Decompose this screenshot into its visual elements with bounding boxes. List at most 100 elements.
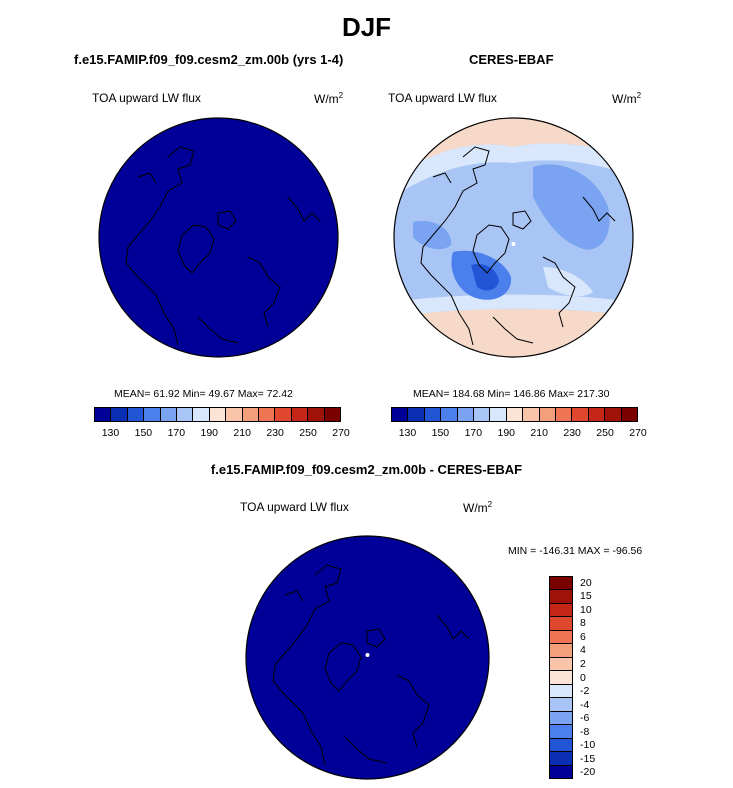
diff-colorbar-swatch [550,671,572,685]
diff-colorbar-tick-label: 8 [580,617,586,630]
obs-colorbar-swatch [441,408,458,421]
obs-colorbar-tick-label: 170 [464,427,483,439]
diff-colorbar-tick-label: 10 [580,603,592,616]
obs-colorbar-swatch [408,408,425,421]
obs-colorbar-swatch [457,408,475,421]
diff-coastlines [272,564,470,766]
diff-colorbar-tick-label: -2 [580,685,590,698]
obs-colorbar-swatch [490,408,507,421]
diff-colorbar-swatch [550,657,572,672]
model-stats: MEAN= 61.92 Min= 49.67 Max= 72.42 [114,388,293,400]
model-colorbar-swatch [144,408,161,421]
diff-pole-marker [365,653,370,657]
diff-map-disc [245,535,490,780]
diff-colorbar-tick-label: 0 [580,671,586,684]
diff-units: W/m2 [463,500,493,515]
diff-colorbar-swatch [550,698,572,712]
model-colorbar-tick-label: 190 [200,427,219,439]
obs-pole-marker [511,242,516,246]
diff-colorbar-swatch [550,725,572,739]
model-colorbar-tick-label: 130 [101,427,120,439]
obs-colorbar-tick-label: 230 [563,427,581,439]
model-colorbar-swatch [291,408,309,421]
model-colorbar-swatch [308,408,325,421]
obs-colorbar-tick-label: 130 [398,427,417,439]
diff-colorbar-swatch [550,617,572,631]
diff-colorbar-swatch [550,644,572,658]
model-colorbar-swatch [259,408,276,421]
model-colorbar-swatch [226,408,243,421]
diff-colorbar-ticks: 20 15 10 8 6 4 2 0 -2 -4 -6 -8 -10 -15 -20 [580,576,610,779]
diff-colorbar-tick-label: 15 [580,590,592,603]
diff-colorbar-swatch [550,752,572,766]
diff-colorbar-swatch [550,711,572,726]
model-colorbar-swatch [127,408,145,421]
diff-variable-label: TOA upward LW flux [240,500,349,514]
model-colorbar-swatch [209,408,227,421]
diff-colorbar-tick-label: -20 [580,766,596,779]
obs-colorbar-tick-label: 210 [530,427,548,439]
figure-title: DJF [341,12,392,42]
obs-colorbar-swatch [506,408,524,421]
model-colorbar-tick-label: 170 [167,427,186,439]
obs-colorbar-swatch [588,408,606,421]
obs-stats: MEAN= 184.68 Min= 146.86 Max= 217.30 [413,388,610,400]
model-colorbar-swatch [324,408,341,421]
diff-colorbar-swatch [550,577,572,591]
diff-colorbar-swatch [550,590,572,604]
obs-panel-title: CERES-EBAF [469,52,554,67]
obs-units: W/m2 [612,91,642,106]
model-coastlines [125,146,321,346]
obs-colorbar-swatch [392,408,409,421]
model-colorbar [94,407,341,422]
model-colorbar-swatch [111,408,128,421]
diff-panel-title: f.e15.FAMIP.f09_f09.cesm2_zm.00b - CERES… [210,462,523,477]
obs-colorbar-swatch [474,408,491,421]
diff-colorbar-swatch [550,630,572,645]
model-colorbar-swatch [193,408,210,421]
diff-colorbar-swatch [550,603,572,618]
model-colorbar-tick-label: 210 [233,427,251,439]
obs-colorbar-tick-label: 250 [596,427,614,439]
obs-colorbar [391,407,638,422]
model-colorbar-tick-label: 150 [134,427,153,439]
model-map-disc [98,117,339,358]
obs-colorbar-swatch [539,408,557,421]
diff-polar-map [245,535,490,780]
obs-map-border [393,117,634,358]
diff-colorbar-tick-label: 2 [580,657,586,670]
obs-colorbar-ticks: 130 150 170 190 210 230 250 270 [391,427,647,441]
obs-colorbar-swatch [605,408,622,421]
obs-colorbar-tick-label: 150 [431,427,450,439]
obs-colorbar-swatch [424,408,442,421]
model-colorbar-tick-label: 230 [266,427,284,439]
diff-colorbar-swatch [550,684,572,699]
obs-colorbar-tick-label: 190 [497,427,516,439]
obs-colorbar-swatch [621,408,638,421]
model-colorbar-swatch [95,408,112,421]
obs-variable-label: TOA upward LW flux [388,91,497,105]
obs-colorbar-swatch [572,408,589,421]
model-colorbar-swatch [242,408,260,421]
model-colorbar-swatch [275,408,292,421]
obs-colorbar-swatch [556,408,573,421]
diff-minmax: MIN = -146.31 MAX = -96.56 [508,545,643,557]
model-colorbar-swatch [177,408,194,421]
model-colorbar-tick-label: 250 [299,427,317,439]
diff-colorbar-tick-label: -10 [580,739,596,752]
diff-colorbar-tick-label: 4 [580,644,586,657]
diff-colorbar-tick-label: -6 [580,712,590,725]
diff-colorbar-tick-label: 20 [580,576,592,589]
diff-colorbar-tick-label: 6 [580,630,586,643]
obs-colorbar-tick-label: 270 [629,427,647,439]
diff-colorbar-tick-label: -8 [580,725,590,738]
model-units: W/m2 [314,91,344,106]
model-colorbar-tick-label: 270 [332,427,350,439]
diff-colorbar-tick-label: -15 [580,752,596,765]
model-colorbar-swatch [160,408,178,421]
model-panel-title: f.e15.FAMIP.f09_f09.cesm2_zm.00b (yrs 1-… [74,52,344,67]
obs-coastlines [420,146,616,346]
obs-polar-map [393,117,634,358]
model-variable-label: TOA upward LW flux [92,91,201,105]
diff-colorbar-swatch [550,765,572,779]
